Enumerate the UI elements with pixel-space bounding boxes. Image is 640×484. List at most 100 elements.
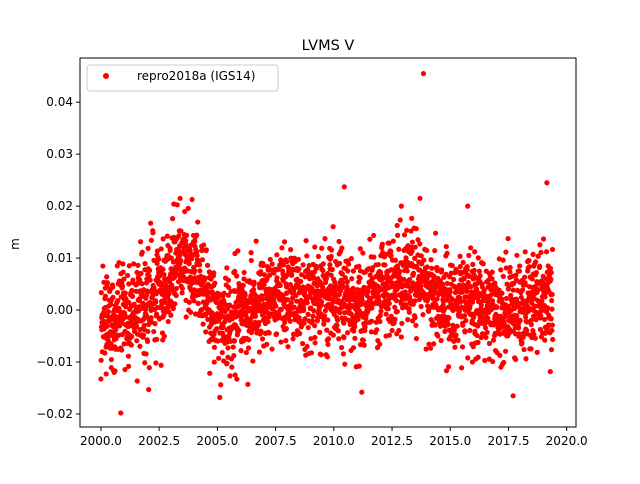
data-point	[283, 326, 289, 332]
data-point	[533, 259, 539, 265]
data-point	[524, 319, 530, 325]
data-point	[503, 265, 509, 271]
data-point	[452, 344, 458, 350]
data-point	[355, 316, 361, 322]
data-point	[313, 265, 320, 271]
data-point	[165, 318, 171, 325]
data-point	[161, 271, 167, 278]
data-point	[517, 263, 523, 269]
data-point	[105, 309, 112, 315]
data-point	[394, 222, 400, 229]
data-point	[169, 282, 175, 288]
data-point	[465, 203, 471, 209]
data-point	[310, 313, 316, 319]
data-point	[134, 378, 140, 384]
data-point	[119, 283, 126, 289]
data-point	[318, 299, 325, 305]
data-point	[500, 257, 506, 263]
data-point	[513, 272, 519, 278]
data-point	[168, 312, 174, 318]
data-point	[218, 310, 224, 316]
data-point	[503, 295, 510, 302]
data-point	[242, 292, 248, 299]
data-point	[528, 317, 534, 323]
data-point	[265, 319, 271, 325]
data-point	[461, 276, 467, 282]
data-point	[356, 363, 362, 369]
data-point	[386, 300, 392, 307]
data-point	[475, 299, 482, 305]
data-point	[477, 273, 483, 279]
data-point	[323, 275, 330, 281]
x-tick-label: 2005.0	[196, 434, 238, 448]
data-point	[252, 313, 259, 319]
data-point	[191, 267, 198, 273]
data-point	[301, 320, 307, 326]
data-point	[349, 276, 355, 282]
data-point	[418, 253, 424, 259]
data-point	[531, 331, 537, 337]
data-point	[142, 261, 148, 267]
data-point	[482, 325, 489, 331]
data-point	[392, 257, 399, 263]
data-point	[328, 247, 335, 253]
data-point	[528, 346, 534, 352]
data-point	[147, 277, 153, 283]
data-point	[421, 257, 427, 263]
data-point	[287, 281, 294, 288]
data-point	[199, 257, 206, 263]
data-point	[368, 329, 375, 335]
data-point	[522, 249, 528, 255]
data-point	[418, 303, 424, 310]
data-point	[236, 327, 242, 334]
x-tick-label: 2015.0	[429, 434, 471, 448]
data-point	[197, 268, 203, 274]
data-point	[468, 283, 474, 290]
data-point	[369, 318, 375, 324]
data-point	[256, 319, 262, 326]
data-point	[289, 272, 295, 278]
data-point	[312, 340, 318, 346]
data-point	[330, 332, 336, 338]
data-point	[439, 267, 445, 273]
data-point	[457, 253, 463, 259]
data-point	[360, 337, 367, 343]
data-point	[274, 252, 280, 258]
data-point	[547, 265, 554, 272]
data-point	[280, 262, 287, 268]
data-point	[426, 341, 432, 347]
data-point	[104, 279, 111, 286]
data-point	[319, 245, 325, 251]
data-point	[194, 252, 200, 259]
data-point	[305, 324, 311, 331]
data-point	[510, 287, 516, 293]
data-point	[312, 244, 318, 250]
data-point	[514, 252, 520, 258]
data-point	[108, 356, 115, 363]
data-point	[304, 253, 310, 259]
data-point	[376, 294, 382, 300]
data-point	[215, 338, 221, 344]
data-point	[298, 297, 304, 304]
y-tick-label: 0.00	[46, 303, 73, 317]
data-point	[471, 267, 477, 273]
data-point	[148, 315, 154, 321]
data-point	[419, 261, 425, 267]
data-point	[529, 276, 535, 282]
data-point	[201, 277, 208, 283]
data-point	[432, 322, 438, 328]
data-point	[201, 242, 207, 248]
data-point	[260, 262, 266, 269]
data-point	[261, 281, 267, 288]
data-point	[385, 306, 391, 312]
data-point	[341, 184, 347, 190]
data-point	[154, 248, 161, 254]
data-point	[122, 366, 128, 373]
data-point	[137, 277, 143, 283]
data-point	[409, 248, 415, 254]
data-point	[515, 325, 522, 331]
data-point	[392, 316, 398, 322]
data-point	[498, 267, 504, 273]
data-point	[549, 297, 555, 304]
data-point	[367, 236, 373, 242]
